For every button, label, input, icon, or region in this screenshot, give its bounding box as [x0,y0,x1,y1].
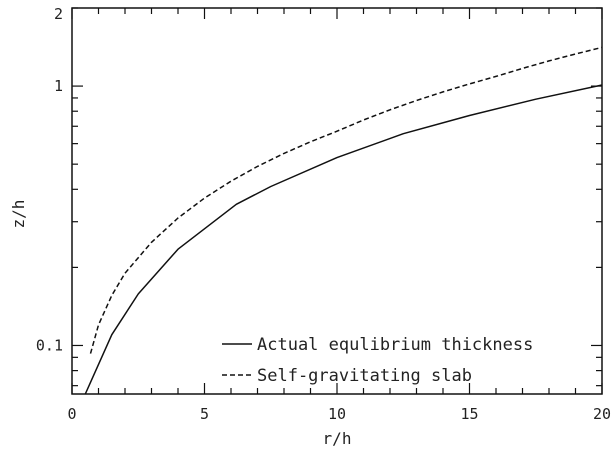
y-tick-label: 2 [54,5,63,23]
series-line-actual [84,84,603,395]
y-axis-label: z/h [9,200,28,229]
x-tick-label: 0 [67,405,76,423]
y-tick-label: 0.1 [36,336,63,354]
series-line-slab [89,46,603,354]
legend: Actual equlibrium thickness Self-gravita… [222,335,533,386]
y-tick-label: 1 [54,77,63,95]
x-tick-label: 5 [200,405,209,423]
x-tick-label: 20 [593,405,611,423]
axis-ticks [71,7,603,394]
series-lines [84,46,603,395]
x-tick-label: 15 [460,405,478,423]
tick-labels: 0 5 10 15 20 0.1 1 2 [36,5,611,423]
legend-label-slab: Self-gravitating slab [257,366,472,386]
x-axis-label: r/h [323,429,352,448]
x-tick-label: 10 [328,405,346,423]
legend-label-actual: Actual equlibrium thickness [257,335,533,355]
